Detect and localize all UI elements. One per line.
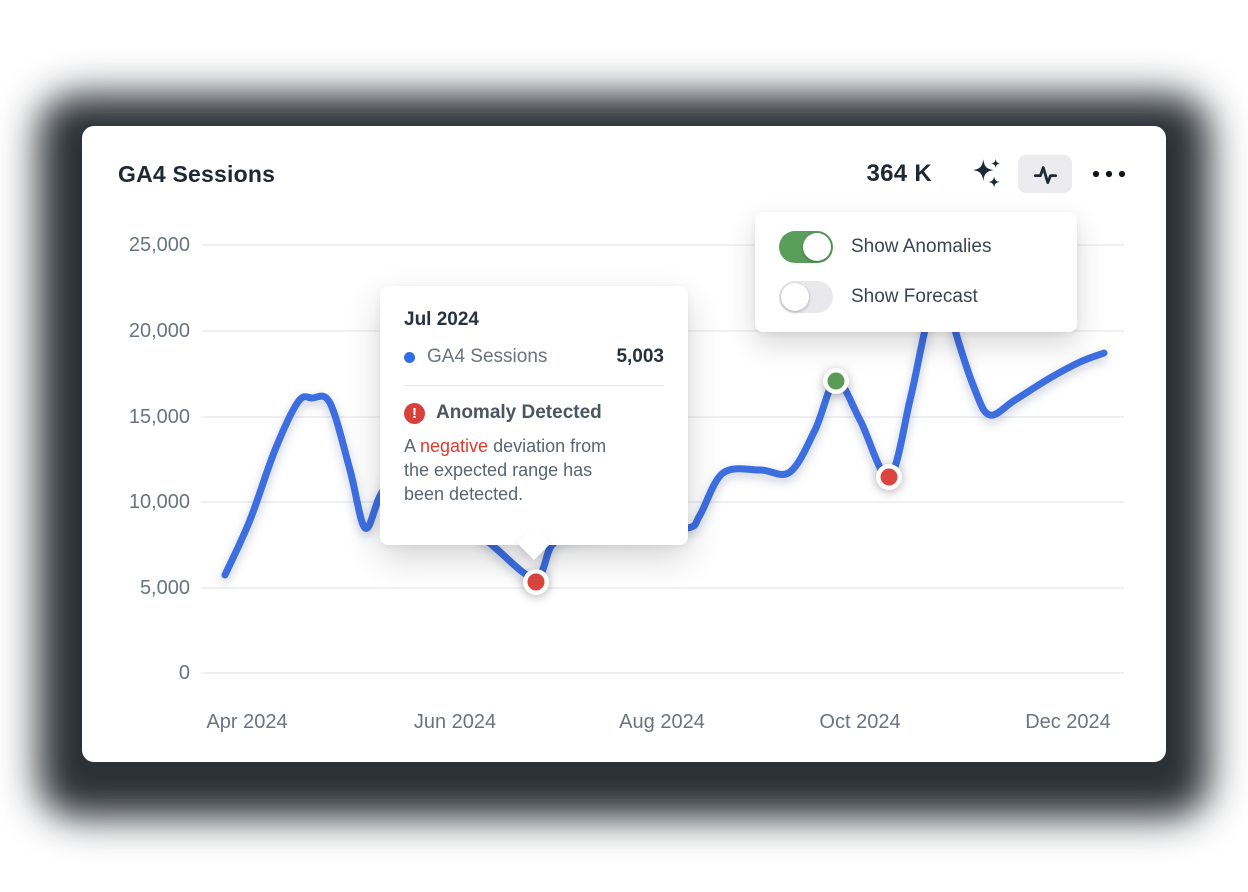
anomaly-marker-positive[interactable]: [827, 372, 845, 390]
more-button[interactable]: [1088, 155, 1130, 193]
popover-row-forecast: Show Forecast: [779, 279, 1053, 315]
x-axis-label: Aug 2024: [619, 711, 705, 733]
show-anomalies-label: Show Anomalies: [851, 236, 992, 257]
tooltip-series-row: GA4 Sessions 5,003: [404, 346, 664, 368]
y-axis-label: 0: [178, 662, 190, 684]
tooltip-description-line3: been detected.: [404, 484, 524, 504]
desc-highlight: negative: [420, 436, 489, 456]
card-title: GA4 Sessions: [118, 160, 276, 187]
ai-sparkles-button[interactable]: [966, 154, 1006, 194]
tooltip-divider: [404, 385, 664, 386]
x-axis-label: Jun 2024: [413, 711, 497, 733]
anomaly-marker-negative[interactable]: [527, 573, 545, 591]
show-forecast-label: Show Forecast: [851, 286, 978, 307]
y-axis-label: 15,000: [128, 406, 190, 428]
x-axis-label: Apr 2024: [206, 711, 288, 733]
card-header: GA4 Sessions 364 K: [82, 126, 1166, 194]
popover-row-anomalies: Show Anomalies: [779, 229, 1053, 265]
x-axis-label: Dec 2024: [1025, 711, 1111, 733]
total-value: 364 K: [866, 160, 932, 187]
y-axis-label: 10,000: [128, 491, 190, 513]
tooltip-title: Jul 2024: [404, 309, 479, 330]
anomaly-marker-negative[interactable]: [880, 468, 898, 486]
y-axis-label: 25,000: [128, 234, 190, 256]
y-axis-label: 5,000: [139, 577, 190, 599]
tooltip-description-line1: A negative deviation from: [404, 434, 664, 458]
tooltip-content: Jul 2024 GA4 Sessions 5,003 ! Anomaly De…: [404, 309, 664, 506]
show-anomalies-toggle[interactable]: [779, 231, 833, 263]
header-actions: 364 K: [866, 154, 1130, 194]
sparkles-icon: [973, 159, 1000, 188]
series-legend-dot: [404, 351, 415, 363]
tooltip-alert-row: ! Anomaly Detected: [404, 402, 664, 424]
tooltip-series-label: GA4 Sessions: [427, 346, 548, 367]
ellipsis-icon: [1092, 170, 1126, 178]
tooltip-alert-title: Anomaly Detected: [436, 402, 602, 423]
y-axis-label: 20,000: [128, 320, 190, 342]
metric-card: GA4 Sessions 364 K: [82, 126, 1166, 762]
x-axis-label: Oct 2024: [819, 711, 901, 733]
anomaly-detection-button[interactable]: [1018, 155, 1072, 193]
tooltip-description-line2: the expected range has: [404, 460, 593, 480]
tooltip-description: A negative deviation from the expected r…: [404, 434, 664, 506]
desc-prefix: A: [404, 436, 421, 456]
alert-exclamation-icon: !: [404, 402, 425, 424]
tooltip-value: 5,003: [616, 346, 664, 367]
activity-icon: [1033, 165, 1057, 184]
toggle-knob: [803, 233, 831, 261]
chart-options-popover: Show Anomalies Show Forecast: [755, 212, 1077, 332]
chart-tooltip: Jul 2024 GA4 Sessions 5,003 ! Anomaly De…: [380, 286, 688, 560]
show-forecast-toggle[interactable]: [779, 281, 833, 313]
desc-suffix: deviation from: [488, 436, 607, 456]
toggle-knob: [781, 283, 809, 311]
